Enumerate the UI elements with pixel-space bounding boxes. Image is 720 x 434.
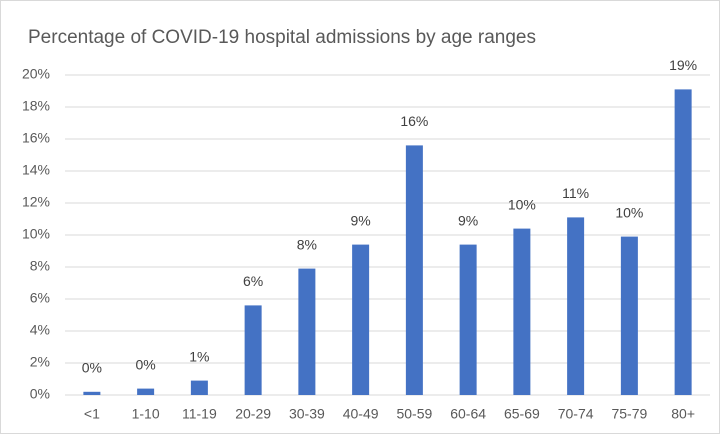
y-tick-label: 8%: [30, 258, 50, 274]
x-tick-label: 11-19: [182, 406, 217, 422]
y-tick-label: 10%: [22, 226, 50, 242]
y-tick-label: 2%: [30, 354, 50, 370]
x-tick-label: 20-29: [235, 406, 271, 422]
y-tick-label: 6%: [30, 290, 50, 306]
y-tick-label: 16%: [22, 130, 50, 146]
value-label: 10%: [615, 204, 643, 220]
value-label: 0%: [136, 356, 156, 372]
value-label: 19%: [669, 57, 697, 73]
value-label: 11%: [562, 185, 589, 201]
x-tick-label: <1: [84, 406, 100, 422]
chart-title: Percentage of COVID-19 hospital admissio…: [28, 27, 536, 48]
y-tick-label: 0%: [30, 386, 50, 402]
x-tick-label: 75-79: [611, 406, 647, 422]
x-tick-label: 65-69: [504, 406, 540, 422]
y-tick-label: 4%: [30, 322, 50, 338]
x-tick-label: 70-74: [558, 406, 594, 422]
bar: [674, 89, 692, 396]
value-label: 8%: [297, 236, 317, 252]
bar: [459, 244, 477, 395]
y-tick-label: 14%: [22, 162, 50, 178]
bar: [83, 391, 101, 395]
value-label: 9%: [458, 212, 478, 228]
y-tick-label: 12%: [22, 194, 50, 210]
bar: [513, 228, 531, 395]
y-tick-label: 20%: [22, 66, 50, 82]
bar: [298, 268, 316, 395]
bar: [620, 236, 638, 395]
bar: [190, 380, 208, 395]
value-label: 9%: [351, 212, 371, 228]
value-label: 16%: [400, 113, 428, 129]
bar: [244, 305, 262, 395]
y-tick-label: 18%: [22, 98, 50, 114]
x-tick-label: 60-64: [450, 406, 486, 422]
value-label: 6%: [243, 273, 263, 289]
x-tick-label: 80+: [671, 406, 695, 422]
bar: [405, 145, 423, 395]
x-tick-label: 40-49: [343, 406, 379, 422]
value-label: 1%: [189, 348, 209, 364]
bar: [567, 217, 585, 395]
bar: [137, 388, 155, 395]
x-tick-label: 30-39: [289, 406, 325, 422]
x-tick-label: 50-59: [396, 406, 432, 422]
value-label: 0%: [82, 360, 102, 376]
x-tick-label: 1-10: [132, 406, 160, 422]
value-label: 10%: [508, 196, 536, 212]
bar: [352, 244, 370, 395]
